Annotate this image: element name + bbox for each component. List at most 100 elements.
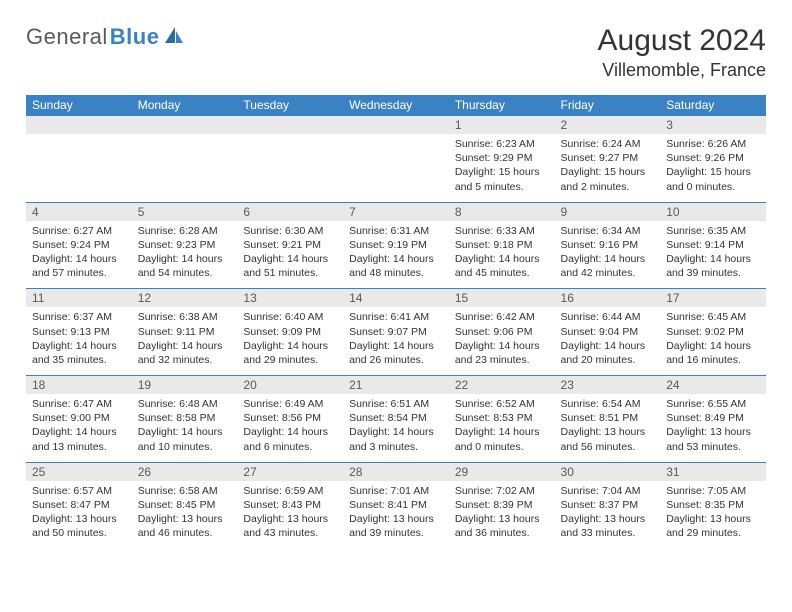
dayhead-mon: Monday — [132, 95, 238, 116]
day-cell: 26Sunrise: 6:58 AMSunset: 8:45 PMDayligh… — [132, 462, 238, 548]
day-cell: 20Sunrise: 6:49 AMSunset: 8:56 PMDayligh… — [237, 376, 343, 463]
dl2-text: and 56 minutes. — [561, 440, 655, 454]
sunset-text: Sunset: 8:37 PM — [561, 498, 655, 512]
day-number: 30 — [555, 463, 661, 481]
sunrise-text: Sunrise: 6:34 AM — [561, 224, 655, 238]
calendar-body: 1Sunrise: 6:23 AMSunset: 9:29 PMDaylight… — [26, 116, 766, 549]
day-body — [237, 134, 343, 194]
day-body: Sunrise: 6:47 AMSunset: 9:00 PMDaylight:… — [26, 394, 132, 462]
day-number: 14 — [343, 289, 449, 307]
dl1-text: Daylight: 15 hours — [561, 165, 655, 179]
dl2-text: and 16 minutes. — [666, 353, 760, 367]
day-number — [26, 116, 132, 134]
sunrise-text: Sunrise: 6:44 AM — [561, 310, 655, 324]
day-number: 4 — [26, 203, 132, 221]
dayhead-fri: Friday — [555, 95, 661, 116]
day-cell: 14Sunrise: 6:41 AMSunset: 9:07 PMDayligh… — [343, 289, 449, 376]
dl2-text: and 54 minutes. — [138, 266, 232, 280]
sunrise-text: Sunrise: 6:42 AM — [455, 310, 549, 324]
dl2-text: and 45 minutes. — [455, 266, 549, 280]
sunrise-text: Sunrise: 6:54 AM — [561, 397, 655, 411]
calendar-page: GeneralBlue August 2024 Villemomble, Fra… — [0, 0, 792, 558]
day-number: 24 — [660, 376, 766, 394]
dl1-text: Daylight: 14 hours — [243, 252, 337, 266]
day-cell: 15Sunrise: 6:42 AMSunset: 9:06 PMDayligh… — [449, 289, 555, 376]
day-body: Sunrise: 6:57 AMSunset: 8:47 PMDaylight:… — [26, 481, 132, 549]
day-number: 21 — [343, 376, 449, 394]
day-number: 8 — [449, 203, 555, 221]
day-number: 15 — [449, 289, 555, 307]
dl2-text: and 39 minutes. — [666, 266, 760, 280]
day-number — [343, 116, 449, 134]
day-body: Sunrise: 6:27 AMSunset: 9:24 PMDaylight:… — [26, 221, 132, 289]
day-number: 12 — [132, 289, 238, 307]
day-cell: 10Sunrise: 6:35 AMSunset: 9:14 PMDayligh… — [660, 202, 766, 289]
day-cell: 24Sunrise: 6:55 AMSunset: 8:49 PMDayligh… — [660, 376, 766, 463]
dl1-text: Daylight: 14 hours — [32, 252, 126, 266]
dayhead-thu: Thursday — [449, 95, 555, 116]
day-cell: 23Sunrise: 6:54 AMSunset: 8:51 PMDayligh… — [555, 376, 661, 463]
sunset-text: Sunset: 8:54 PM — [349, 411, 443, 425]
day-body — [132, 134, 238, 194]
day-cell: 11Sunrise: 6:37 AMSunset: 9:13 PMDayligh… — [26, 289, 132, 376]
sunrise-text: Sunrise: 6:41 AM — [349, 310, 443, 324]
day-cell: 4Sunrise: 6:27 AMSunset: 9:24 PMDaylight… — [26, 202, 132, 289]
day-number: 19 — [132, 376, 238, 394]
sunrise-text: Sunrise: 6:59 AM — [243, 484, 337, 498]
day-number: 29 — [449, 463, 555, 481]
dl1-text: Daylight: 14 hours — [455, 425, 549, 439]
dl1-text: Daylight: 14 hours — [455, 252, 549, 266]
day-cell: 22Sunrise: 6:52 AMSunset: 8:53 PMDayligh… — [449, 376, 555, 463]
sunrise-text: Sunrise: 6:49 AM — [243, 397, 337, 411]
dayhead-tue: Tuesday — [237, 95, 343, 116]
sunrise-text: Sunrise: 6:26 AM — [666, 137, 760, 151]
day-number: 18 — [26, 376, 132, 394]
sunrise-text: Sunrise: 6:58 AM — [138, 484, 232, 498]
day-body: Sunrise: 7:02 AMSunset: 8:39 PMDaylight:… — [449, 481, 555, 549]
dl1-text: Daylight: 14 hours — [455, 339, 549, 353]
dl1-text: Daylight: 14 hours — [243, 425, 337, 439]
dl1-text: Daylight: 13 hours — [561, 425, 655, 439]
week-row: 18Sunrise: 6:47 AMSunset: 9:00 PMDayligh… — [26, 376, 766, 463]
day-number: 22 — [449, 376, 555, 394]
sunrise-text: Sunrise: 6:38 AM — [138, 310, 232, 324]
sunrise-text: Sunrise: 6:47 AM — [32, 397, 126, 411]
dl2-text: and 2 minutes. — [561, 180, 655, 194]
dl2-text: and 20 minutes. — [561, 353, 655, 367]
day-body: Sunrise: 6:55 AMSunset: 8:49 PMDaylight:… — [660, 394, 766, 462]
sunset-text: Sunset: 9:27 PM — [561, 151, 655, 165]
dl1-text: Daylight: 13 hours — [32, 512, 126, 526]
day-body: Sunrise: 6:24 AMSunset: 9:27 PMDaylight:… — [555, 134, 661, 202]
dayhead-sat: Saturday — [660, 95, 766, 116]
day-cell: 17Sunrise: 6:45 AMSunset: 9:02 PMDayligh… — [660, 289, 766, 376]
dl1-text: Daylight: 14 hours — [243, 339, 337, 353]
day-cell — [132, 116, 238, 203]
sunset-text: Sunset: 8:45 PM — [138, 498, 232, 512]
day-body: Sunrise: 6:38 AMSunset: 9:11 PMDaylight:… — [132, 307, 238, 375]
sunrise-text: Sunrise: 6:35 AM — [666, 224, 760, 238]
dl2-text: and 0 minutes. — [666, 180, 760, 194]
day-body: Sunrise: 6:33 AMSunset: 9:18 PMDaylight:… — [449, 221, 555, 289]
day-body: Sunrise: 6:23 AMSunset: 9:29 PMDaylight:… — [449, 134, 555, 202]
location: Villemomble, France — [598, 60, 766, 81]
dl2-text: and 50 minutes. — [32, 526, 126, 540]
day-cell: 21Sunrise: 6:51 AMSunset: 8:54 PMDayligh… — [343, 376, 449, 463]
day-cell: 5Sunrise: 6:28 AMSunset: 9:23 PMDaylight… — [132, 202, 238, 289]
dl1-text: Daylight: 13 hours — [666, 425, 760, 439]
title-block: August 2024 Villemomble, France — [598, 24, 766, 81]
day-body: Sunrise: 6:34 AMSunset: 9:16 PMDaylight:… — [555, 221, 661, 289]
dl2-text: and 42 minutes. — [561, 266, 655, 280]
sunset-text: Sunset: 9:16 PM — [561, 238, 655, 252]
day-body: Sunrise: 6:52 AMSunset: 8:53 PMDaylight:… — [449, 394, 555, 462]
sunset-text: Sunset: 8:35 PM — [666, 498, 760, 512]
day-number — [132, 116, 238, 134]
month-title: August 2024 — [598, 24, 766, 58]
day-number: 11 — [26, 289, 132, 307]
dl1-text: Daylight: 14 hours — [561, 252, 655, 266]
sunset-text: Sunset: 9:21 PM — [243, 238, 337, 252]
day-cell — [26, 116, 132, 203]
dl1-text: Daylight: 13 hours — [138, 512, 232, 526]
dayhead-sun: Sunday — [26, 95, 132, 116]
sunset-text: Sunset: 9:26 PM — [666, 151, 760, 165]
dl1-text: Daylight: 13 hours — [243, 512, 337, 526]
